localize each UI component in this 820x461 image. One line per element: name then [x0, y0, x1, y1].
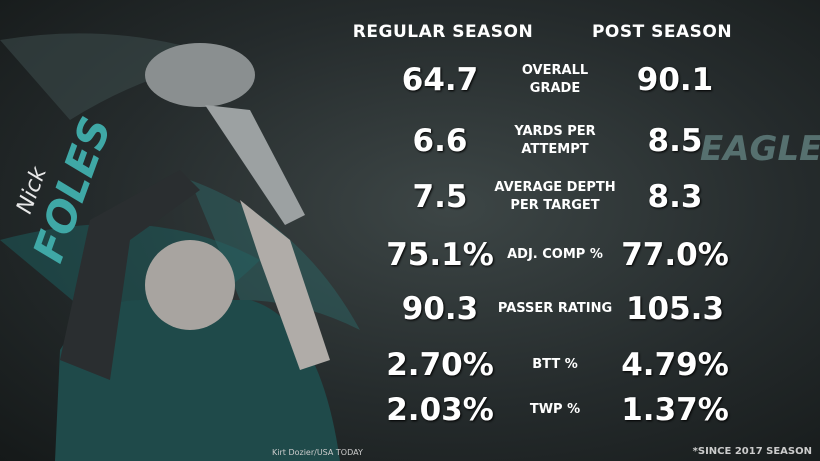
stat-label: TWP % [529, 402, 581, 417]
post-value: 8.3 [647, 179, 703, 215]
regular-value: 2.03% [386, 392, 494, 428]
post-value: 77.0% [621, 237, 729, 273]
stat-label: YARDS PER ATTEMPT [514, 124, 596, 157]
regular-value: 7.5 [412, 179, 468, 215]
post-value: 8.5 [647, 123, 703, 159]
stat-label: OVERALL GRADE [521, 63, 589, 96]
regular-season-header: REGULAR SEASON [352, 22, 534, 42]
post-value: 105.3 [625, 291, 725, 327]
regular-value: 64.7 [401, 62, 479, 98]
stat-label: AVERAGE DEPTH PER TARGET [494, 180, 616, 213]
stat-label: ADJ. COMP % [507, 247, 603, 262]
post-value: 1.37% [621, 392, 729, 428]
stat-label: BTT % [532, 357, 578, 372]
post-season-header: POST SEASON [591, 22, 733, 42]
post-value: 90.1 [636, 62, 714, 98]
footnote: *SINCE 2017 SEASON [692, 446, 812, 457]
photo-credit: Kirt Dozier/USA TODAY [272, 448, 363, 457]
regular-value: 75.1% [386, 237, 494, 273]
post-value: 4.79% [621, 347, 729, 383]
regular-value: 90.3 [401, 291, 479, 327]
stat-label: PASSER RATING [497, 301, 613, 316]
regular-value: 6.6 [412, 123, 468, 159]
regular-value: 2.70% [386, 347, 494, 383]
logo: EAGLES [700, 129, 820, 169]
